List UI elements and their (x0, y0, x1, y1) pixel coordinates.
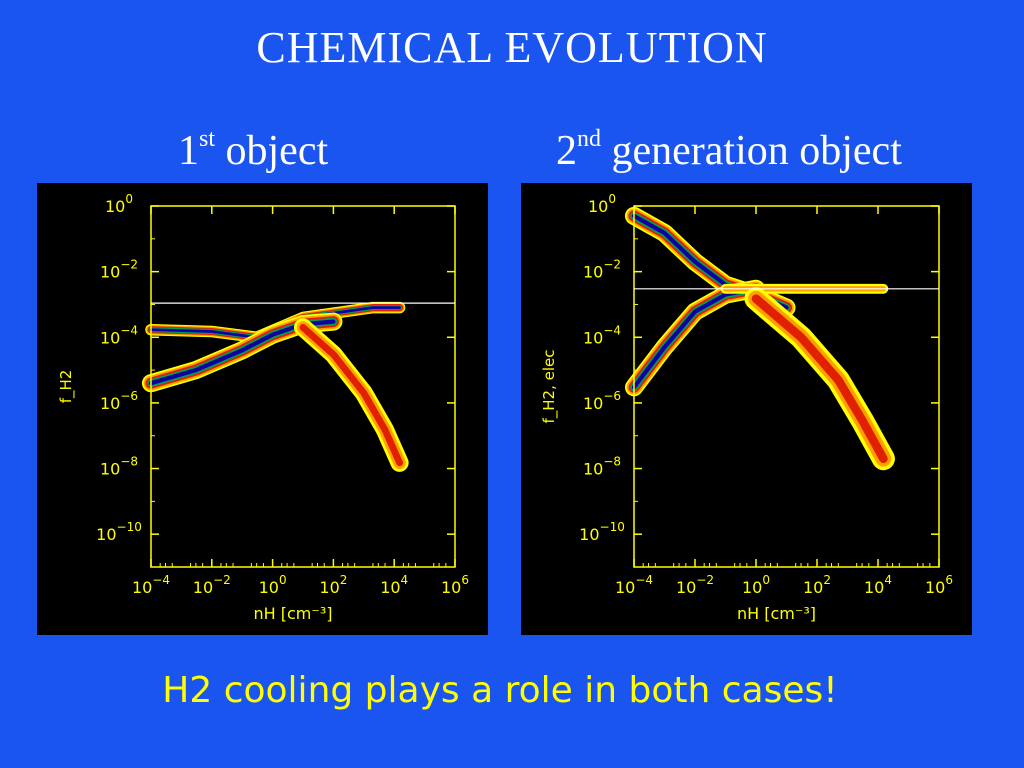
y-tick-label: 10−10 (579, 520, 625, 544)
heading-number: 2 (556, 128, 577, 174)
chart-panel-first-object: 10−4 10−2 100 102 104 106 100 10−2 10−4 10−6 10−8 1… (37, 183, 488, 635)
y-tick-exponent: −2 (120, 258, 138, 272)
x-tick-label: 102 (319, 573, 347, 597)
x-tick-label: 100 (259, 573, 287, 597)
y-tick-exponent: −10 (600, 520, 625, 534)
y-axis-label: f_H2 (57, 370, 76, 404)
density-collapse-tail-level-1 (296, 321, 406, 469)
density-regions (624, 206, 895, 471)
x-tick-exponent: 0 (279, 573, 287, 587)
heading-text: generation object (601, 128, 902, 174)
y-tick-exponent: −8 (603, 455, 621, 469)
x-tick-exponent: −4 (635, 573, 653, 587)
phase-plot-first-object: 10−4 10−2 100 102 104 106 100 10−2 10−4 10−6 10−8 1… (57, 192, 469, 623)
axes-frame (633, 205, 940, 568)
y-axis-label: f_H2, elec (540, 349, 559, 423)
density-electron-tail-level-1 (748, 290, 892, 467)
x-tick-exponent: 2 (340, 573, 348, 587)
x-tick-label: 104 (864, 573, 892, 597)
y-tick-label: 10−4 (583, 323, 621, 347)
x-tick-label: 10−2 (676, 573, 714, 597)
y-tick-label: 100 (105, 192, 133, 216)
x-axis-label: nH [cm⁻³] (737, 604, 816, 623)
y-tick-exponent: −2 (603, 258, 621, 272)
chart-panel-second-generation: 10−4 10−2 100 102 104 106 100 10−2 10−4 10−6 10−8 1… (521, 183, 972, 635)
y-tick-exponent: −6 (120, 389, 138, 403)
y-tick-label: 10−2 (583, 258, 621, 282)
x-tick-exponent: 2 (823, 573, 831, 587)
heading-ordinal-suffix: nd (577, 126, 601, 152)
y-tick-exponent: 0 (608, 192, 616, 206)
y-tick-exponent: −6 (603, 389, 621, 403)
x-tick-exponent: −4 (152, 573, 170, 587)
x-tick-exponent: −2 (696, 573, 714, 587)
heading-number: 1 (178, 128, 199, 174)
y-tick-label: 10−10 (96, 520, 142, 544)
x-tick-label: 10−2 (193, 573, 231, 597)
y-tick-label: 10−8 (100, 455, 138, 479)
density-regions (141, 301, 409, 472)
x-tick-exponent: −2 (213, 573, 231, 587)
x-tick-exponent: 4 (884, 573, 892, 587)
phase-plot-second-generation: 10−4 10−2 100 102 104 106 100 10−2 10−4 10−6 10−8 1… (540, 192, 953, 623)
density-h2-rising-branch-level-1 (626, 281, 764, 395)
y-tick-exponent: −4 (603, 323, 621, 337)
heading-ordinal-suffix: st (199, 126, 216, 152)
slide-title: CHEMICAL EVOLUTION (256, 23, 768, 72)
density-collapse-tail-level-2 (299, 323, 404, 467)
x-tick-label: 10−4 (132, 573, 170, 597)
y-tick-exponent: −8 (120, 455, 138, 469)
y-tick-exponent: −4 (120, 323, 138, 337)
y-tick-label: 10−2 (100, 258, 138, 282)
y-tick-label: 10−8 (583, 455, 621, 479)
axes-frame (150, 205, 456, 568)
x-tick-label: 102 (803, 573, 831, 597)
panel-heading-first-object: 1st object (178, 126, 328, 175)
panel-heading-second-generation: 2nd generation object (556, 126, 902, 175)
y-tick-label: 10−4 (100, 323, 138, 347)
y-tick-label: 10−6 (100, 389, 138, 413)
x-tick-exponent: 4 (401, 573, 409, 587)
x-tick-label: 106 (925, 573, 953, 597)
x-tick-label: 100 (742, 573, 770, 597)
slide-caption: H2 cooling plays a role in both cases! (162, 670, 838, 711)
density-electron-tail-level-2 (751, 294, 888, 464)
x-axis-label: nH [cm⁻³] (254, 604, 333, 623)
x-tick-exponent: 6 (461, 573, 469, 587)
heading-text: object (215, 128, 329, 174)
y-tick-exponent: −10 (117, 520, 142, 534)
x-tick-label: 10−4 (615, 573, 653, 597)
x-tick-exponent: 0 (762, 573, 770, 587)
x-tick-label: 106 (441, 573, 469, 597)
x-tick-label: 104 (380, 573, 408, 597)
y-tick-label: 10−6 (583, 389, 621, 413)
y-tick-exponent: 0 (125, 192, 133, 206)
y-tick-label: 100 (588, 192, 616, 216)
x-tick-exponent: 6 (945, 573, 953, 587)
